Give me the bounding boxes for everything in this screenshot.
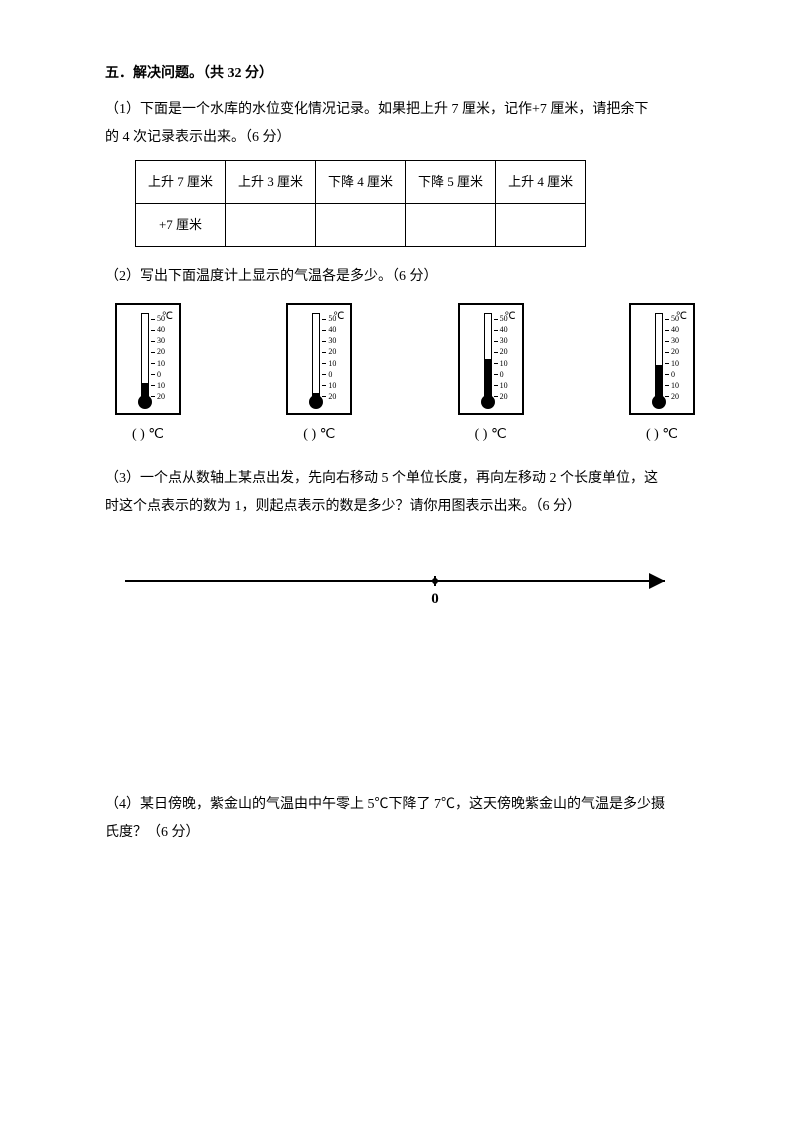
thermometer: ℃504030201001020( ) ℃ (286, 303, 352, 449)
thermometer: ℃504030201001020( ) ℃ (629, 303, 695, 449)
thermometer-box: ℃504030201001020 (115, 303, 181, 415)
thermometer-box: ℃504030201001020 (629, 303, 695, 415)
scale-label: 10 (328, 382, 336, 390)
table-cell: 上升 3 厘米 (226, 161, 316, 204)
thermometer-box: ℃504030201001020 (286, 303, 352, 415)
thermo-answer-blank: ( ) ℃ (303, 421, 335, 449)
scale-label: 40 (157, 326, 165, 334)
thermo-answer-blank: ( ) ℃ (475, 421, 507, 449)
scale-label: 20 (157, 348, 165, 356)
table-cell: 下降 4 厘米 (316, 161, 406, 204)
thermo-answer-blank: ( ) ℃ (646, 421, 678, 449)
q1-line1: （1）下面是一个水库的水位变化情况记录。如果把上升 7 厘米，记作+7 厘米，请… (105, 96, 705, 124)
scale-label: 20 (328, 348, 336, 356)
scale-label: 10 (671, 382, 679, 390)
number-line-svg: 0 (125, 561, 685, 611)
scale-label: 30 (500, 337, 508, 345)
q4-line2: 氏度？（6 分） (105, 819, 705, 847)
q4-line1: （4）某日傍晚，紫金山的气温由中午零上 5℃下降了 7℃，这天傍晚紫金山的气温是… (105, 791, 705, 819)
scale-label: 40 (328, 326, 336, 334)
scale-label: 20 (671, 348, 679, 356)
scale-label: 0 (157, 371, 161, 379)
problem-2: （2）写出下面温度计上显示的气温各是多少。（6 分） ℃504030201001… (105, 263, 705, 449)
thermo-scale: 50 40 30 20 10 0 10 20 (322, 315, 336, 401)
table-row: 上升 7 厘米 上升 3 厘米 下降 4 厘米 下降 5 厘米 上升 4 厘米 (136, 161, 586, 204)
thermo-bulb (138, 395, 152, 409)
scale-label: 20 (500, 348, 508, 356)
thermo-bulb (652, 395, 666, 409)
q2-text: （2）写出下面温度计上显示的气温各是多少。（6 分） (105, 263, 705, 291)
scale-label: 10 (500, 360, 508, 368)
table-cell: 上升 7 厘米 (136, 161, 226, 204)
numline-arrow (649, 573, 665, 589)
scale-label: 50 (500, 315, 508, 323)
scale-label: 30 (157, 337, 165, 345)
scale-label: 20 (500, 393, 508, 401)
number-line: 0 (125, 561, 685, 611)
problem-4: （4）某日傍晚，紫金山的气温由中午零上 5℃下降了 7℃，这天傍晚紫金山的气温是… (105, 791, 705, 847)
scale-label: 30 (328, 337, 336, 345)
scale-label: 40 (671, 326, 679, 334)
scale-label: 20 (157, 393, 165, 401)
table-cell: 上升 4 厘米 (496, 161, 586, 204)
scale-label: 40 (500, 326, 508, 334)
thermo-scale: 50 40 30 20 10 0 10 20 (151, 315, 165, 401)
numline-origin-label: 0 (431, 591, 439, 607)
table-cell (406, 204, 496, 247)
thermometer-box: ℃504030201001020 (458, 303, 524, 415)
q1-table: 上升 7 厘米 上升 3 厘米 下降 4 厘米 下降 5 厘米 上升 4 厘米 … (135, 160, 586, 247)
thermometer-row: ℃504030201001020( ) ℃℃504030201001020( )… (105, 303, 705, 449)
scale-label: 20 (328, 393, 336, 401)
scale-label: 20 (671, 393, 679, 401)
table-cell (316, 204, 406, 247)
numline-origin-dot (432, 578, 438, 584)
scale-label: 50 (157, 315, 165, 323)
thermo-scale: 50 40 30 20 10 0 10 20 (665, 315, 679, 401)
table-cell: +7 厘米 (136, 204, 226, 247)
scale-label: 0 (671, 371, 675, 379)
section-title: 五．解决问题。（共 32 分） (105, 60, 705, 88)
problem-1: （1）下面是一个水库的水位变化情况记录。如果把上升 7 厘米，记作+7 厘米，请… (105, 96, 705, 247)
table-cell (496, 204, 586, 247)
problem-3: （3）一个点从数轴上某点出发，先向右移动 5 个单位长度，再向左移动 2 个长度… (105, 465, 705, 611)
table-cell (226, 204, 316, 247)
scale-label: 50 (671, 315, 679, 323)
thermometer: ℃504030201001020( ) ℃ (458, 303, 524, 449)
scale-label: 50 (328, 315, 336, 323)
thermo-bulb (481, 395, 495, 409)
table-cell: 下降 5 厘米 (406, 161, 496, 204)
scale-label: 10 (157, 360, 165, 368)
thermo-scale: 50 40 30 20 10 0 10 20 (494, 315, 508, 401)
thermo-bulb (309, 395, 323, 409)
scale-label: 0 (328, 371, 332, 379)
scale-label: 30 (671, 337, 679, 345)
q3-line1: （3）一个点从数轴上某点出发，先向右移动 5 个单位长度，再向左移动 2 个长度… (105, 465, 705, 493)
thermo-answer-blank: ( ) ℃ (132, 421, 164, 449)
q3-line2: 时这个点表示的数为 1，则起点表示的数是多少？请你用图表示出来。（6 分） (105, 493, 705, 521)
scale-label: 10 (671, 360, 679, 368)
table-row: +7 厘米 (136, 204, 586, 247)
q1-line2: 的 4 次记录表示出来。（6 分） (105, 124, 705, 152)
scale-label: 10 (328, 360, 336, 368)
scale-label: 0 (500, 371, 504, 379)
thermometer: ℃504030201001020( ) ℃ (115, 303, 181, 449)
thermo-tube (312, 313, 320, 401)
scale-label: 10 (157, 382, 165, 390)
scale-label: 10 (500, 382, 508, 390)
